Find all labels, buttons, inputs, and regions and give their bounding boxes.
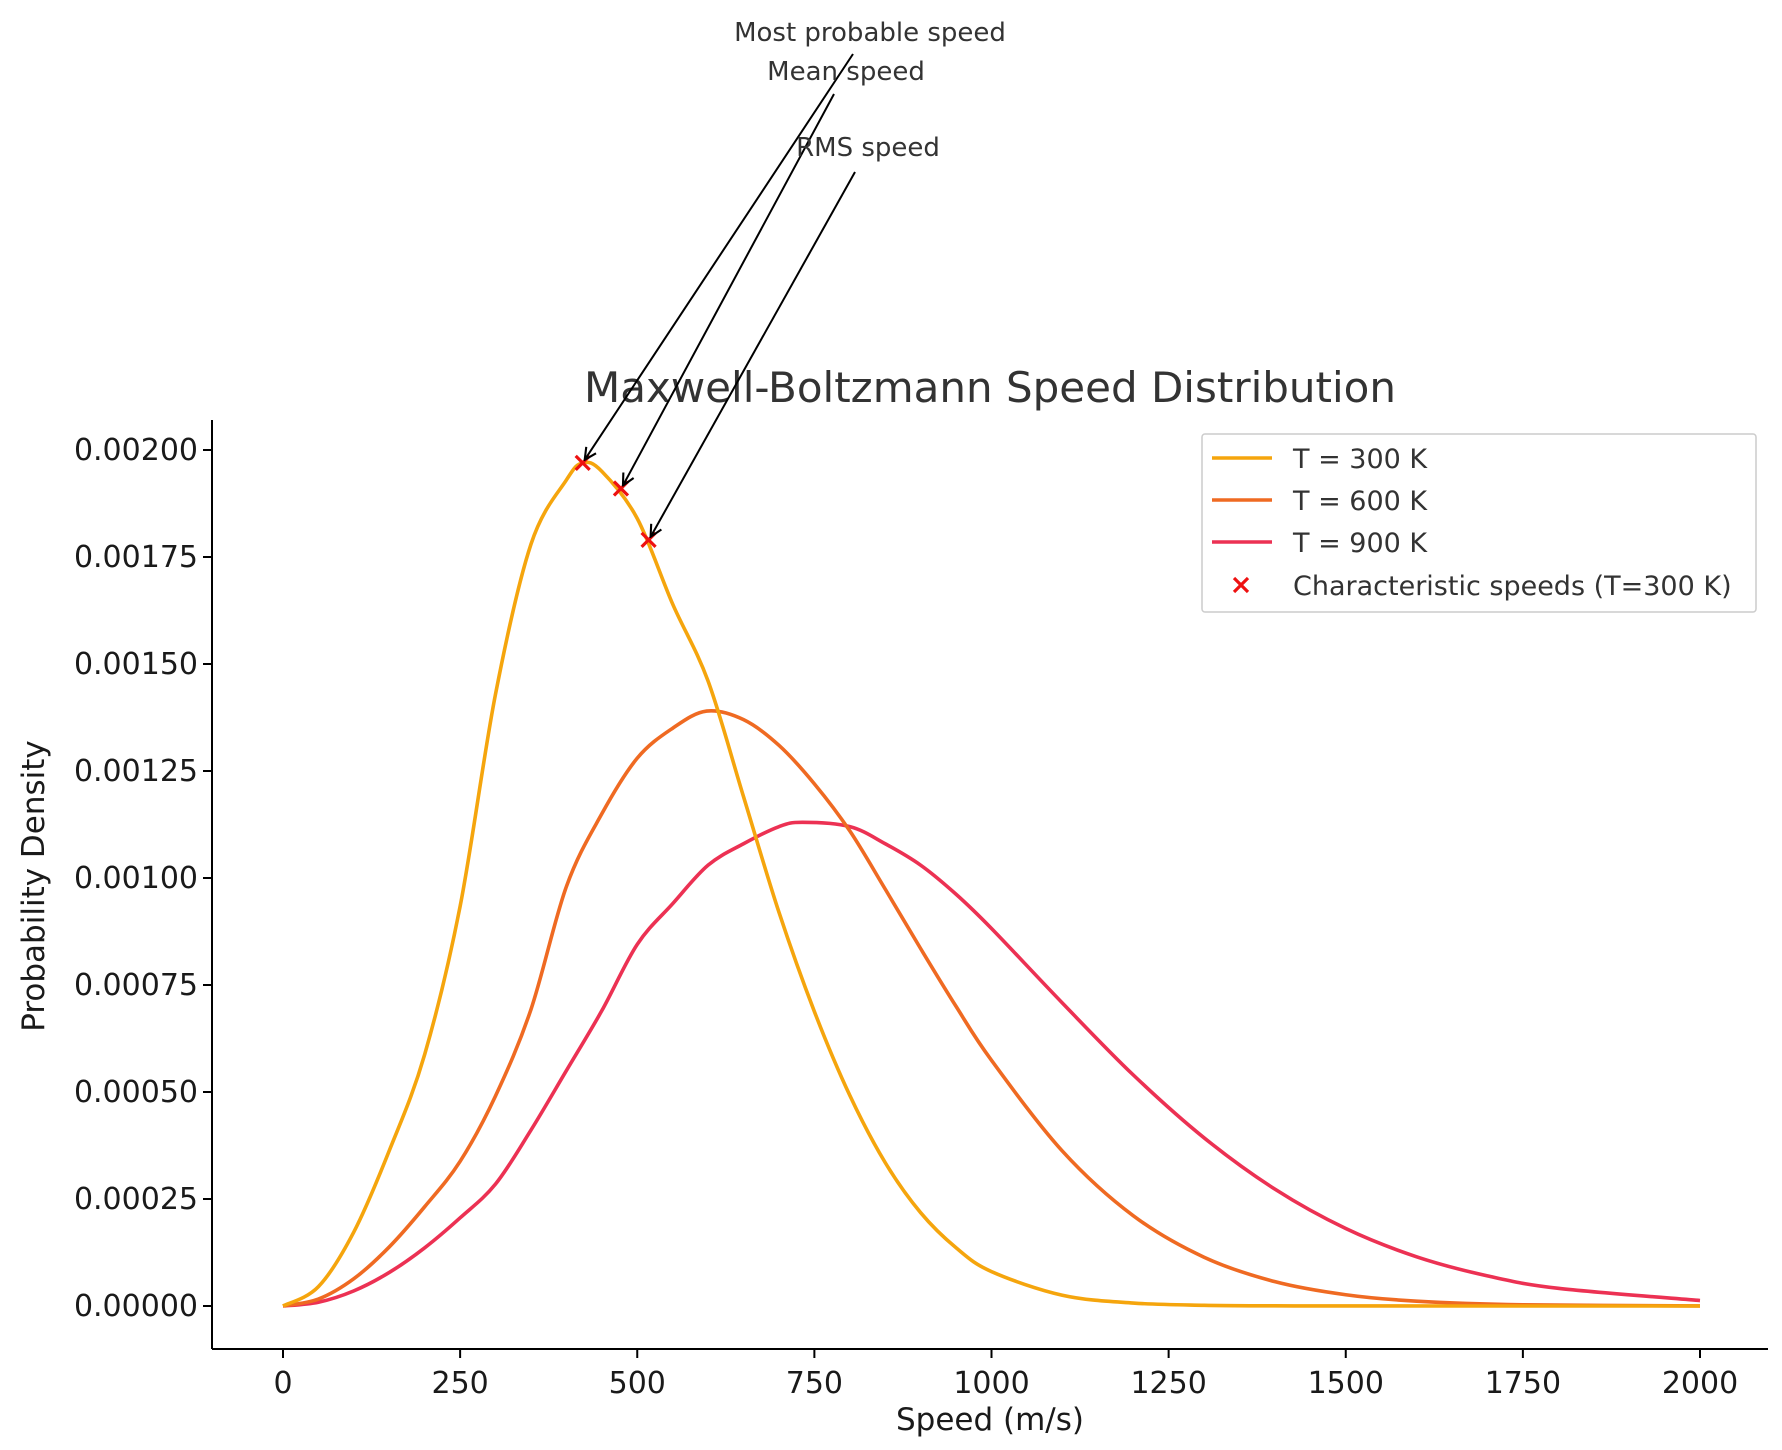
- annotation-arrow: [585, 53, 854, 460]
- series-layer: [282, 460, 1701, 1308]
- legend: T = 300 K T = 600 K T = 900 K Characteristi…: [1201, 433, 1757, 613]
- annotation-label: Mean speed: [767, 57, 925, 87]
- chart-title: Maxwell-Boltzmann Speed Distribution: [584, 363, 1396, 412]
- y-tick-label: 0.00150: [74, 647, 198, 682]
- legend-label: T = 900 K: [1292, 528, 1428, 559]
- marker-layer: [574, 454, 657, 549]
- y-tick-label: 0.00025: [74, 1182, 198, 1217]
- x-ticks: 0 250 500 750 1000 1250 1500 1750 2000: [273, 1349, 1738, 1401]
- x-axis-title: Speed (m/s): [896, 1402, 1084, 1438]
- y-tick-label: 0.00075: [74, 968, 198, 1003]
- y-tick-label: 0.00000: [74, 1289, 198, 1324]
- legend-label: T = 600 K: [1292, 486, 1428, 517]
- legend-label: T = 300 K: [1292, 444, 1428, 475]
- series-line: [282, 820, 1701, 1308]
- annotation-label: RMS speed: [796, 133, 940, 163]
- series-line: [282, 709, 1701, 1308]
- x-tick-label: 250: [431, 1366, 488, 1401]
- x-tick-label: 1500: [1308, 1366, 1384, 1401]
- annotation-arrow: [651, 171, 856, 537]
- y-tick-label: 0.00050: [74, 1075, 198, 1110]
- x-tick-label: 0: [273, 1366, 292, 1401]
- legend-box: [1201, 433, 1757, 613]
- annotation-layer: Most probable speed Mean speed RMS speed: [585, 18, 1006, 537]
- x-tick-label: 1000: [953, 1366, 1029, 1401]
- x-tick-label: 750: [786, 1366, 843, 1401]
- annotation-label: Most probable speed: [734, 18, 1006, 48]
- legend-marker-swatch: [1232, 576, 1250, 594]
- axes: [211, 420, 1768, 1350]
- series-line: [282, 460, 1701, 1308]
- x-tick-label: 1750: [1485, 1366, 1561, 1401]
- y-tick-label: 0.00175: [74, 540, 198, 575]
- x-tick-label: 1250: [1130, 1366, 1206, 1401]
- x-tick-label: 2000: [1662, 1366, 1738, 1401]
- y-tick-label: 0.00200: [74, 433, 198, 468]
- y-ticks: 0.00000 0.00025 0.00050 0.00075 0.00100 0.001…: [74, 433, 212, 1324]
- y-tick-label: 0.00125: [74, 754, 198, 789]
- x-tick-label: 500: [609, 1366, 666, 1401]
- legend-label: Characteristic speeds (T=300 K): [1293, 571, 1732, 602]
- annotation-arrow: [623, 93, 835, 486]
- y-tick-label: 0.00100: [74, 861, 198, 896]
- y-axis-title: Probability Density: [16, 740, 52, 1032]
